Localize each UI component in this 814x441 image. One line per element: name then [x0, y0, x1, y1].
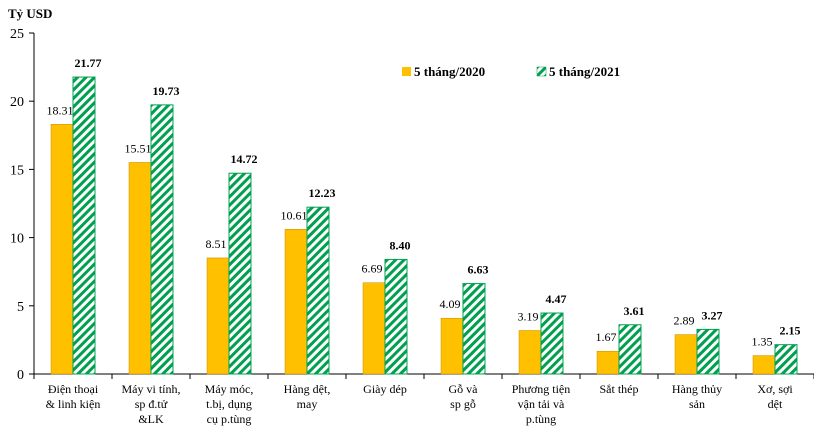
- data-label-2021: 8.40: [390, 238, 411, 252]
- bar-series-2021: [618, 324, 642, 375]
- bar-series-2021: [306, 206, 330, 375]
- bar-series-2020: [752, 355, 776, 375]
- bar-series-2021: [228, 172, 252, 375]
- data-label-2021: 2.15: [780, 324, 801, 338]
- x-tick-label: & linh kiện: [46, 397, 101, 411]
- bar-series-2020: [284, 229, 308, 375]
- data-label-2021: 19.73: [153, 84, 180, 98]
- bar-series-2020: [206, 257, 230, 375]
- x-tick-label: Máy móc,: [205, 382, 254, 396]
- bar-series-2021: [150, 104, 174, 375]
- x-tick-label: dệt: [768, 397, 783, 411]
- y-tick-labels: 0 5 10 15 20 25: [10, 27, 24, 383]
- x-tick-label: t.bị, dụng: [206, 397, 252, 411]
- x-tick-label: Điện thoại: [48, 382, 99, 396]
- x-tick-label: &LK: [138, 412, 164, 426]
- bar-series-2020: [362, 282, 386, 375]
- x-tick-label: Hàng thủy: [672, 382, 722, 396]
- x-tick-label: vận tải và: [518, 397, 565, 411]
- legend-swatch-2021: [536, 66, 547, 77]
- bar-series-2021: [384, 258, 408, 375]
- data-label-2021: 3.61: [624, 304, 645, 318]
- bar-series-2020: [596, 350, 620, 375]
- x-tick-label: sp gỗ: [450, 397, 476, 411]
- x-tick-label: Giày dép: [363, 382, 407, 396]
- x-tick-label: Phương tiện: [512, 382, 571, 396]
- x-tick-label: Máy vi tính,: [122, 382, 181, 396]
- x-tick-label: cụ p.tùng: [207, 412, 252, 426]
- data-label-2020: 2.89: [674, 314, 695, 328]
- x-tick-label: Gỗ và: [449, 382, 479, 396]
- x-tick-label: Xơ, sợi: [757, 382, 793, 396]
- y-axis-label: Tỷ USD: [8, 6, 52, 21]
- x-tick-label: Hàng dệt,: [284, 382, 331, 396]
- y-tick-label: 25: [10, 27, 24, 42]
- bars: [50, 76, 798, 375]
- bar-series-2020: [674, 334, 698, 375]
- x-tick-label: sp đ.tử: [135, 397, 168, 411]
- bar-series-2021: [72, 76, 96, 375]
- bar-series-2021: [774, 344, 798, 375]
- bar-series-2020: [128, 162, 152, 375]
- data-label-2020: 6.69: [362, 262, 383, 276]
- x-tick-label: sản: [689, 397, 705, 411]
- y-tick-label: 5: [17, 300, 24, 315]
- y-tick-label: 10: [10, 232, 24, 247]
- x-tick-label: may: [297, 397, 318, 411]
- data-label-2020: 10.61: [281, 208, 308, 222]
- data-label-2020: 18.31: [47, 103, 74, 117]
- data-label-2020: 15.51: [125, 141, 152, 155]
- legend-label-2021: 5 tháng/2021: [549, 64, 620, 79]
- data-label-2020: 3.19: [518, 309, 539, 323]
- data-label-2020: 1.35: [752, 335, 773, 349]
- bar-series-2021: [696, 328, 720, 375]
- data-label-2020: 4.09: [440, 297, 461, 311]
- bar-series-2021: [462, 283, 486, 375]
- x-tick-label: p.tùng: [526, 412, 556, 426]
- data-label-2021: 4.47: [546, 292, 567, 306]
- data-label-2021: 12.23: [309, 186, 336, 200]
- data-label-2021: 21.77: [75, 56, 102, 70]
- legend-label-2020: 5 tháng/2020: [414, 64, 485, 79]
- y-tick-label: 0: [17, 368, 24, 383]
- bar-series-2021: [540, 312, 564, 375]
- legend: 5 tháng/2020 5 tháng/2021: [402, 64, 620, 79]
- y-tick-label: 20: [10, 95, 24, 110]
- data-label-2021: 3.27: [702, 308, 723, 322]
- bar-series-2020: [518, 330, 542, 375]
- bar-series-2020: [440, 317, 464, 375]
- data-label-2020: 8.51: [206, 237, 227, 251]
- data-label-2021: 6.63: [468, 263, 489, 277]
- legend-swatch-2020: [402, 67, 411, 76]
- x-tick-label: Sắt thép: [600, 382, 639, 396]
- bar-series-2020: [50, 124, 74, 375]
- data-label-2020: 1.67: [596, 330, 617, 344]
- category-labels: Điện thoại& linh kiện Máy vi tính,sp đ.tử…: [46, 382, 794, 426]
- data-label-2021: 14.72: [231, 152, 258, 166]
- y-tick-label: 15: [10, 163, 24, 178]
